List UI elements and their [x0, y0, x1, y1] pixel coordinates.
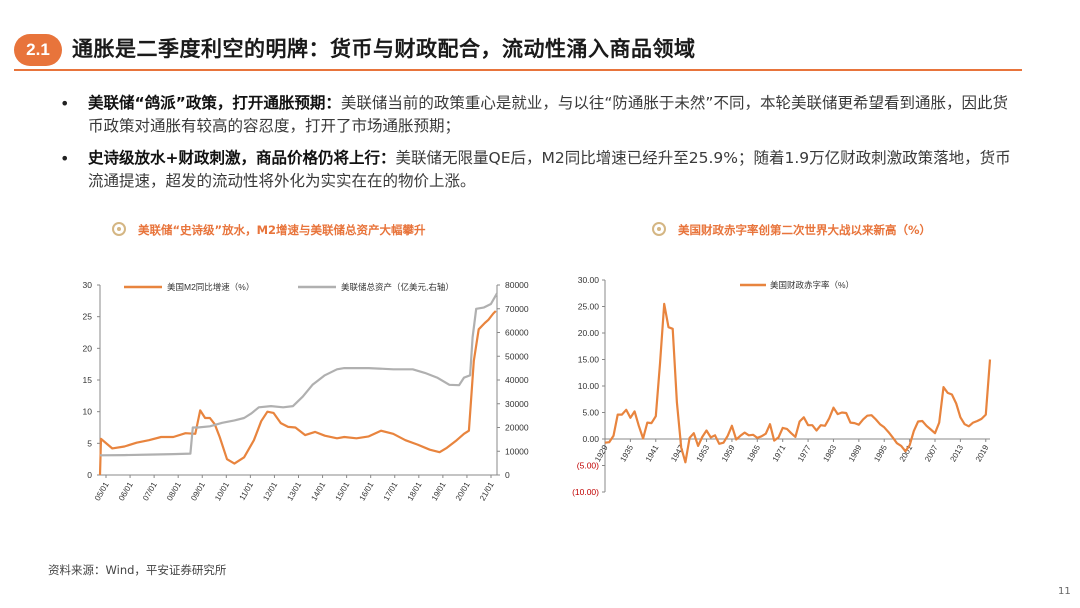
- right-tick-label: 40000: [505, 375, 529, 385]
- left-tick-label: 0: [87, 470, 92, 480]
- x-tick-label: 19/01: [430, 480, 448, 502]
- bullet-text: 美联储无限量QE后，M2同比增速已经升至25.9%；随着1.9万亿财政刺激政策落…: [88, 149, 1011, 190]
- right-tick-label: 0: [505, 470, 510, 480]
- x-tick-label: 1959: [720, 443, 737, 463]
- y-tick-label: 25.00: [578, 302, 600, 312]
- x-tick-label: 07/01: [141, 480, 159, 502]
- x-tick-label: 15/01: [334, 480, 352, 502]
- x-tick-label: 1929: [593, 443, 610, 463]
- y-tick-label: 0.00: [582, 434, 599, 444]
- y-tick-label: 5.00: [582, 408, 599, 418]
- bullet-dot-icon: •: [60, 149, 70, 168]
- x-tick-label: 1941: [644, 443, 661, 463]
- x-tick-label: 21/01: [478, 480, 496, 502]
- chart-fiscal-deficit: 30.00 25.00 20.00 15.00 10.00 5.00 0.00 (5.00) (…: [572, 275, 992, 497]
- chart-1-title: 美联储“史诗级”放水，M2增速与美联储总资产大幅攀升: [112, 222, 426, 238]
- x-tick-label: 1977: [796, 443, 813, 463]
- x-tick-label: 1965: [745, 443, 762, 463]
- y-tick-label: 15.00: [578, 355, 600, 365]
- ring-bullet-icon: [112, 222, 126, 236]
- bullet-item: • 史诗级放水+财政刺激，商品价格仍将上行：美联储无限量QE后，M2同比增速已经…: [60, 147, 1020, 193]
- x-tick-label: 14/01: [309, 480, 327, 502]
- x-tick-label: 1983: [822, 443, 839, 463]
- left-tick-label: 10: [83, 407, 93, 417]
- bullet-text: 美联储当前的政策重心是就业，与以往“防通胀于未然”不同，本轮美联储更希望看到通胀…: [88, 94, 1008, 135]
- series-line-m2-growth: [98, 310, 497, 476]
- title-divider: [14, 69, 1022, 71]
- right-tick-label: 30000: [505, 399, 529, 409]
- slide-title: 通胀是二季度利空的明牌：货币与财政配合，流动性涌入商品领域: [72, 37, 696, 61]
- source-note: 资料来源：Wind，平安证券研究所: [48, 563, 227, 577]
- y-tick-label: 10.00: [578, 381, 600, 391]
- x-tick-label: 08/01: [165, 480, 183, 502]
- right-tick-label: 10000: [505, 446, 529, 456]
- x-tick-label: 13/01: [285, 480, 303, 502]
- chart-2-title-text: 美国财政赤字率创第二次世界大战以来新高（%）: [678, 223, 932, 237]
- x-tick-label: 2007: [923, 443, 940, 463]
- legend-label: 美国M2同比增速（%）: [167, 282, 254, 292]
- right-tick-label: 70000: [505, 304, 529, 314]
- x-tick-label: 2019: [974, 443, 991, 463]
- right-tick-label: 60000: [505, 328, 529, 338]
- section-number: 2.1: [26, 40, 50, 59]
- x-tick-label: 17/01: [382, 480, 400, 502]
- x-tick-label: 12/01: [261, 480, 279, 502]
- legend-label: 美联储总资产（亿美元,右轴）: [341, 282, 454, 292]
- left-tick-label: 25: [83, 312, 93, 322]
- x-tick-label: 18/01: [406, 480, 424, 502]
- section-number-badge: 2.1: [14, 34, 62, 66]
- x-tick-label: 10/01: [213, 480, 231, 502]
- x-tick-label: 2013: [948, 443, 965, 463]
- left-tick-label: 30: [83, 280, 93, 290]
- bullet-item: • 美联储“鸽派”政策，打开通胀预期：美联储当前的政策重心是就业，与以往“防通胀…: [60, 92, 1020, 138]
- series-line-deficit: [604, 302, 992, 464]
- series-line-fed-assets: [99, 292, 498, 457]
- left-tick-label: 5: [87, 438, 92, 448]
- chart-2-title: 美国财政赤字率创第二次世界大战以来新高（%）: [652, 222, 931, 238]
- y-tick-label: (10.00): [572, 487, 599, 497]
- x-tick-label: 11/01: [238, 480, 256, 502]
- right-tick-label: 50000: [505, 351, 529, 361]
- y-tick-label: 20.00: [578, 328, 600, 338]
- legend-label: 美国财政赤字率（%）: [770, 280, 854, 290]
- x-tick-label: 09/01: [189, 480, 207, 502]
- page-number: 11: [1058, 586, 1071, 597]
- ring-bullet-icon: [652, 222, 666, 236]
- left-tick-label: 15: [83, 375, 93, 385]
- x-tick-label: 1935: [618, 443, 635, 463]
- right-tick-label: 80000: [505, 280, 529, 290]
- bullet-lead: 史诗级放水+财政刺激，商品价格仍将上行：: [88, 149, 396, 167]
- y-tick-label: 30.00: [578, 275, 600, 285]
- x-tick-label: 1995: [872, 443, 889, 463]
- x-tick-label: 20/01: [454, 480, 472, 502]
- chart-m2-fed-assets: 0 5 10 15 20 25 30 0 10000 20000 30000 40000 50000 60…: [83, 280, 529, 502]
- chart-1-title-text: 美联储“史诗级”放水，M2增速与美联储总资产大幅攀升: [138, 223, 426, 237]
- y-tick-label: (5.00): [577, 461, 599, 471]
- x-tick-label: 05/01: [93, 480, 111, 502]
- bullet-dot-icon: •: [60, 94, 70, 113]
- bullet-lead: 美联储“鸽派”政策，打开通胀预期：: [88, 94, 341, 112]
- x-tick-label: 16/01: [358, 480, 376, 502]
- x-tick-label: 06/01: [117, 480, 135, 502]
- x-tick-label: 1989: [847, 443, 864, 463]
- x-tick-label: 1971: [771, 443, 788, 463]
- right-tick-label: 20000: [505, 423, 529, 433]
- bullet-list: • 美联储“鸽派”政策，打开通胀预期：美联储当前的政策重心是就业，与以往“防通胀…: [60, 92, 1020, 202]
- left-tick-label: 20: [83, 343, 93, 353]
